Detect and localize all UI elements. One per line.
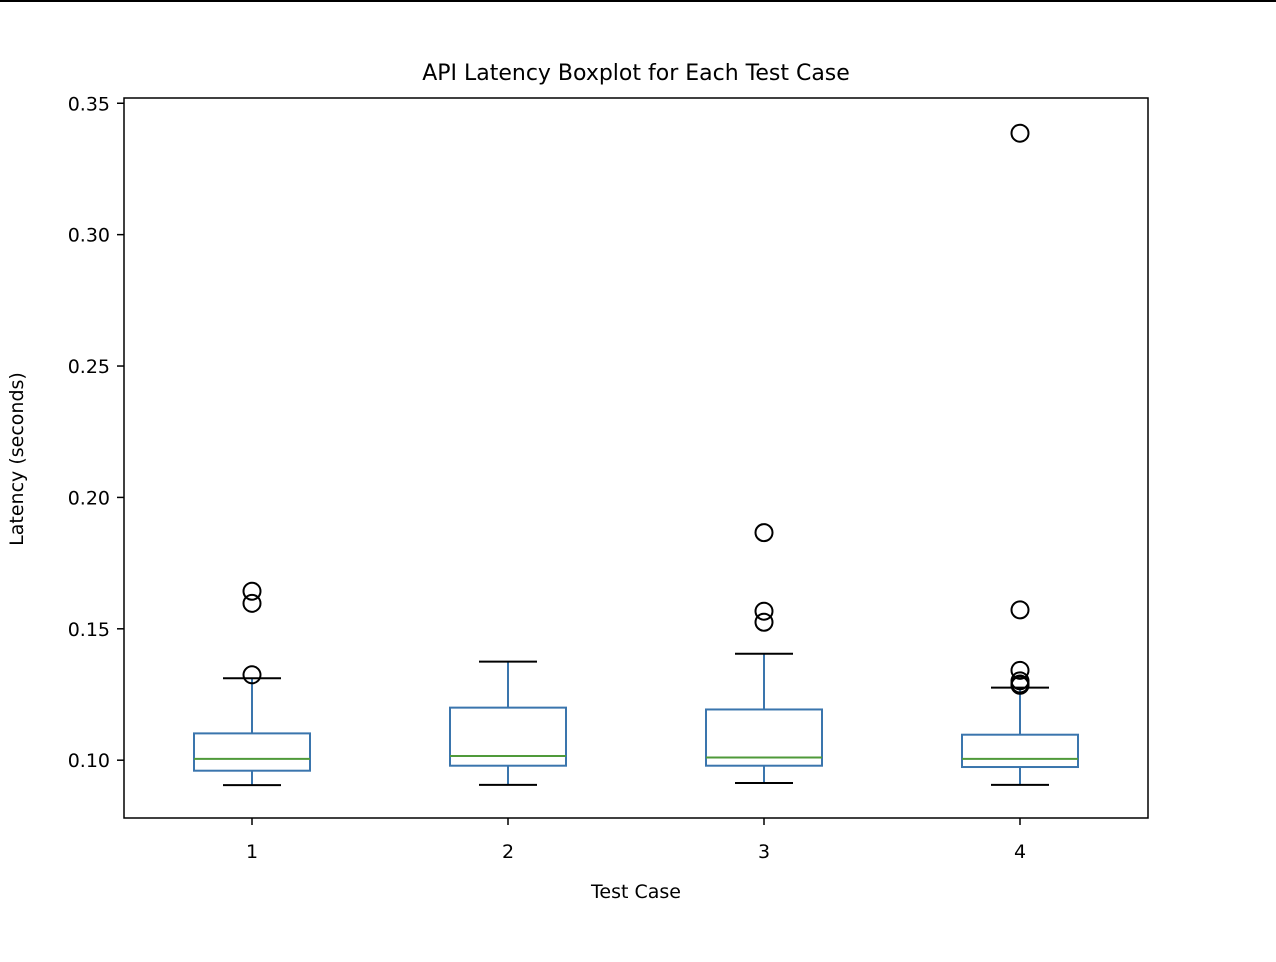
outlier-point: [1010, 600, 1030, 620]
y-tick-label: 0.10: [68, 750, 110, 772]
y-tick-label: 0.25: [68, 356, 110, 378]
top-border-line: [0, 0, 1276, 2]
outlier-point: [1010, 671, 1030, 691]
chart-title: API Latency Boxplot for Each Test Case: [422, 61, 850, 86]
box-iqr: [961, 733, 1079, 769]
outlier-point: [242, 593, 262, 613]
outlier-point: [242, 665, 262, 685]
outlier-point: [1010, 123, 1030, 143]
x-tick-label: 1: [246, 841, 258, 863]
y-tick-label: 0.20: [68, 487, 110, 509]
x-axis-label: Test Case: [590, 881, 681, 903]
outlier-point: [754, 523, 774, 543]
plot-area: 1 2 3 4 0.10 0.15 0.20 0.25 0.30 0.35: [68, 93, 1149, 863]
y-tick-label: 0.15: [68, 619, 110, 641]
box-iqr: [449, 706, 567, 767]
outlier-point: [754, 612, 774, 632]
y-axis-label: Latency (seconds): [6, 372, 28, 546]
box-iqr: [705, 708, 823, 767]
plot-frame: [123, 97, 1149, 819]
outlier-point: [1010, 660, 1030, 680]
box-iqr: [193, 732, 311, 772]
outlier-point: [242, 581, 262, 601]
x-tick-label: 2: [502, 841, 514, 863]
y-tick-label: 0.30: [68, 225, 110, 247]
x-tick-label: 3: [758, 841, 770, 863]
outlier-point: [754, 601, 774, 621]
y-tick-label: 0.35: [68, 93, 110, 115]
x-tick-label: 4: [1014, 841, 1026, 863]
